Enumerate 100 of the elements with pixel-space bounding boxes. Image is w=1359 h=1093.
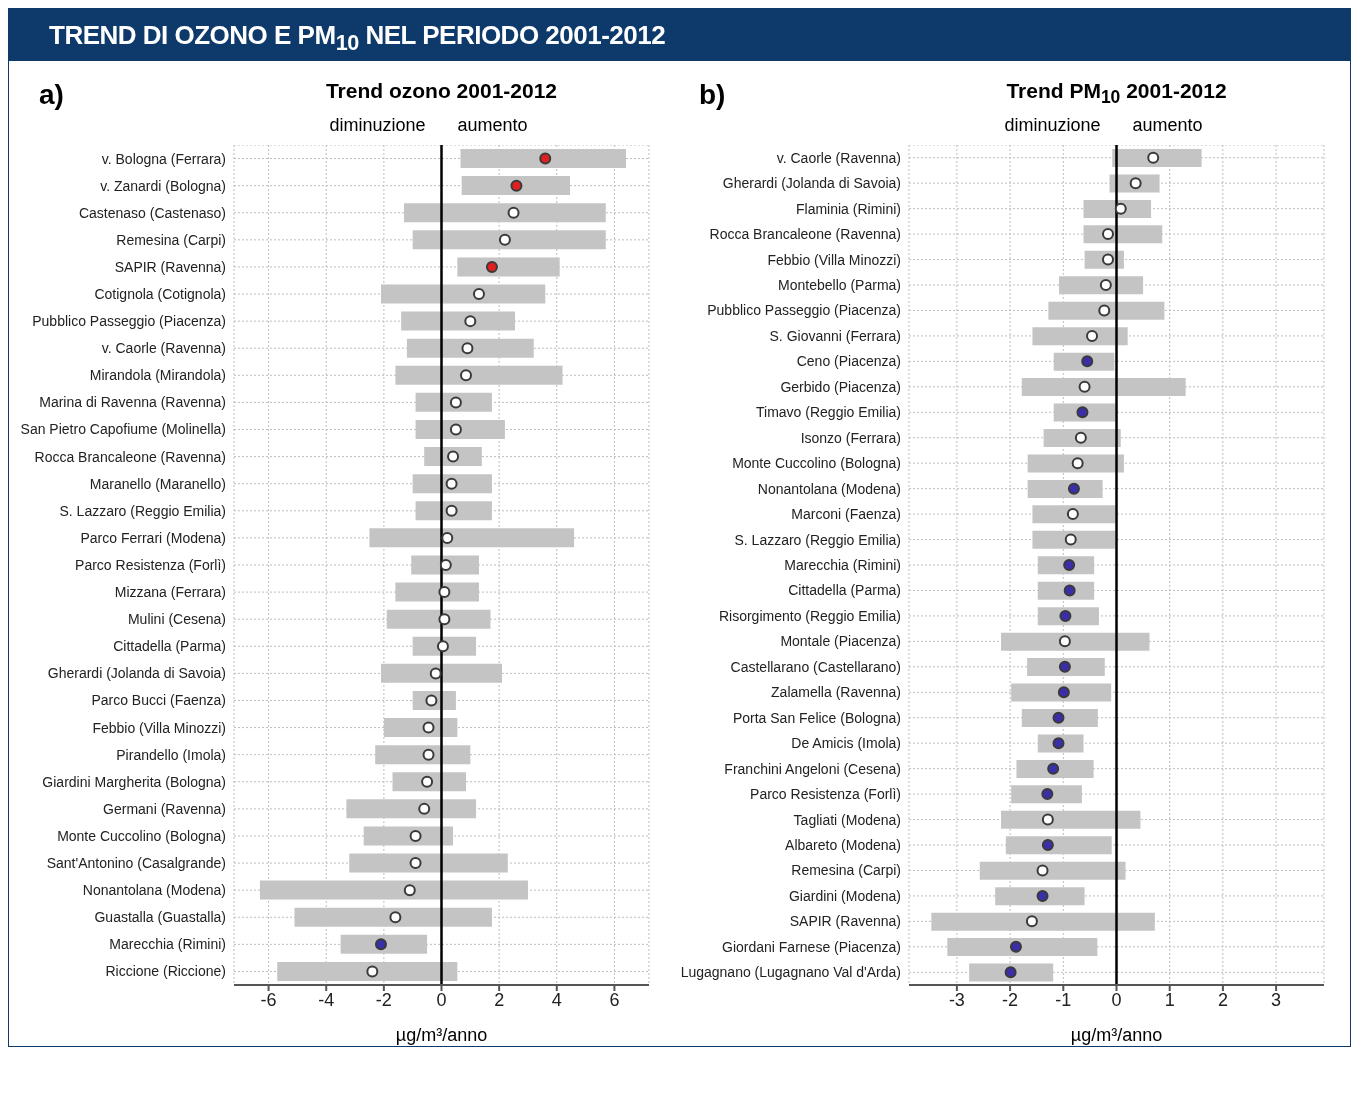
point xyxy=(1041,839,1054,851)
point xyxy=(507,206,520,219)
point xyxy=(461,342,474,355)
y-tick-label: Parco Ferrari (Modena) xyxy=(80,529,226,546)
y-tick-label: Cittadella (Parma) xyxy=(113,638,226,655)
point xyxy=(1041,813,1054,826)
y-tick-label: Gerbido (Piacenza) xyxy=(780,378,901,395)
point xyxy=(1086,329,1099,342)
point xyxy=(1004,966,1017,979)
y-tick-label: Parco Resistenza (Forlì) xyxy=(750,786,901,803)
point xyxy=(485,260,498,273)
y-tick-label: Guastalla (Guastalla) xyxy=(94,909,226,926)
y-tick-label: Parco Bucci (Faenza) xyxy=(91,692,226,709)
y-tick-label: Febbio (Villa Minozzi) xyxy=(767,251,901,268)
point xyxy=(438,613,451,626)
y-tick-label: Timavo (Reggio Emilia) xyxy=(756,404,901,421)
point xyxy=(1099,279,1112,291)
y-tick-label: Nonantolana (Modena) xyxy=(757,480,901,497)
y-tick-label: Sant'Antonino (Casalgrande) xyxy=(46,855,226,872)
x-tick-label: 2 xyxy=(1217,989,1228,1010)
point xyxy=(1057,686,1070,699)
y-tick-label: Mulini (Cesena) xyxy=(127,611,226,628)
y-tick-label: San Pietro Capofiume (Molinella) xyxy=(20,421,226,438)
point xyxy=(1066,508,1079,521)
y-tick-label: v. Caorle (Ravenna) xyxy=(776,149,901,166)
y-tick-label: SAPIR (Ravenna) xyxy=(789,913,901,930)
point xyxy=(422,748,435,761)
x-tick-label: -4 xyxy=(318,989,335,1010)
point xyxy=(1147,151,1160,164)
y-tick-label: Remesina (Carpi) xyxy=(791,862,901,879)
y-tick-label: Franchini Angeloni (Cesena) xyxy=(724,760,901,777)
point xyxy=(403,884,416,897)
point xyxy=(1098,304,1111,317)
point xyxy=(1025,915,1038,928)
y-tick-label: Gherardi (Jolanda di Savoia) xyxy=(722,175,901,192)
x-tick-label: -2 xyxy=(1002,989,1019,1010)
x-tick-label: 0 xyxy=(436,989,447,1010)
point xyxy=(449,423,462,436)
point xyxy=(409,857,422,870)
x-tick-label: 2 xyxy=(494,989,505,1010)
y-tick-label: Pubblico Passeggio (Piacenza) xyxy=(707,302,901,319)
y-tick-label: De Amicis (Imola) xyxy=(791,735,901,752)
y-tick-label: Tagliati (Modena) xyxy=(793,811,901,828)
point xyxy=(1081,355,1094,368)
point xyxy=(409,829,422,842)
point xyxy=(439,559,452,571)
y-tick-label: Rocca Brancaleone (Ravenna) xyxy=(709,226,901,243)
x-tick-label: 0 xyxy=(1111,989,1122,1010)
point xyxy=(1067,482,1080,495)
y-tick-label: Maranello (Maranello) xyxy=(89,475,226,492)
y-tick-label: Flaminia (Rimini) xyxy=(795,200,901,217)
point xyxy=(1063,559,1076,571)
y-tick-label: Marconi (Faenza) xyxy=(791,506,901,523)
x-axis-title: µg/m³/anno xyxy=(1069,1025,1164,1046)
y-tick-label: Porta San Felice (Bologna) xyxy=(732,709,901,726)
y-tick-label: Monte Cuccolino (Bologna) xyxy=(732,455,901,472)
point xyxy=(472,288,485,301)
point xyxy=(464,315,477,328)
point xyxy=(539,152,552,165)
y-tick-label: Zalamella (Ravenna) xyxy=(771,684,901,701)
x-axis-title: µg/m³/anno xyxy=(394,1025,489,1046)
point xyxy=(460,369,472,382)
y-tick-label: Germani (Ravenna) xyxy=(103,800,226,817)
x-tick-label: 1 xyxy=(1164,989,1175,1010)
point xyxy=(421,775,434,788)
y-tick-label: v. Zanardi (Bologna) xyxy=(100,177,226,194)
point xyxy=(418,802,431,815)
y-tick-label: v. Caorle (Ravenna) xyxy=(101,340,226,357)
point xyxy=(445,477,458,490)
y-tick-label: Nonantolana (Modena) xyxy=(82,882,226,899)
point xyxy=(510,179,523,192)
point xyxy=(1009,940,1022,953)
x-tick-label: -6 xyxy=(260,989,277,1010)
x-tick-label: -1 xyxy=(1055,989,1072,1010)
point xyxy=(422,721,435,734)
point xyxy=(438,586,451,599)
y-tick-label: Mirandola (Mirandola) xyxy=(89,367,226,384)
y-tick-label: Gherardi (Jolanda di Savoia) xyxy=(47,665,226,682)
y-tick-label: Ceno (Piacenza) xyxy=(796,353,901,370)
point xyxy=(1076,406,1089,419)
y-tick-label: Risorgimento (Reggio Emilia) xyxy=(718,607,901,624)
point xyxy=(429,667,442,680)
y-tick-label: SAPIR (Ravenna) xyxy=(114,258,226,275)
point xyxy=(1047,762,1060,775)
point xyxy=(374,938,387,951)
y-tick-label: Montale (Piacenza) xyxy=(780,633,901,650)
y-tick-label: Cittadella (Parma) xyxy=(788,582,901,599)
y-tick-label: Pubblico Passeggio (Piacenza) xyxy=(32,313,226,330)
y-tick-label: Castellarano (Castellarano) xyxy=(730,658,901,675)
point xyxy=(1052,711,1065,724)
x-tick-label: 3 xyxy=(1271,989,1282,1010)
text: b) xyxy=(699,79,726,111)
point xyxy=(436,640,449,653)
y-tick-label: Riccione (Riccione) xyxy=(105,963,226,980)
point xyxy=(1059,609,1072,622)
point xyxy=(449,396,462,409)
y-tick-label: Giardini Margherita (Bologna) xyxy=(42,773,226,790)
chart-subtitle: Trend PM$_{10}$ 2001-2012 xyxy=(1005,79,1228,109)
point xyxy=(1058,635,1071,648)
y-tick-label: Marecchia (Rimini) xyxy=(784,556,901,573)
